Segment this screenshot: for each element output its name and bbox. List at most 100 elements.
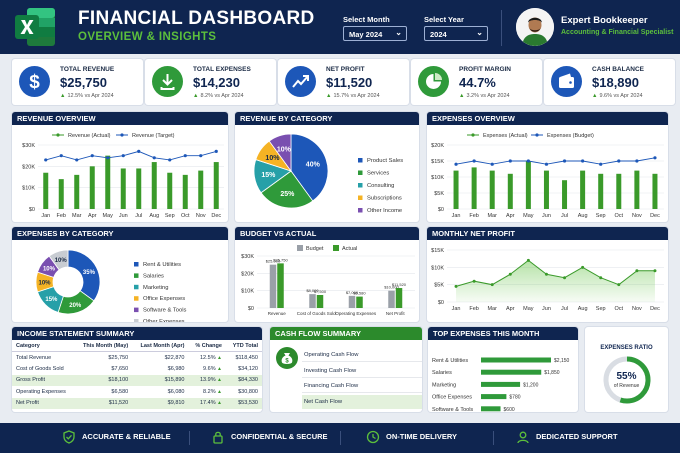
revenue-by-category-title: REVENUE BY CATEGORY [235, 112, 419, 125]
legend-label: Subscriptions [367, 196, 402, 202]
kpi-label: NET PROFIT [326, 66, 365, 73]
table-cell: $118,450 [226, 352, 262, 364]
bar [348, 295, 356, 308]
x-tick-label: Dec [650, 306, 660, 312]
legend-label: Salaries [143, 273, 164, 279]
budget-vs-actual-title: BUDGET VS ACTUAL [235, 227, 419, 240]
bar [74, 174, 80, 209]
bar [481, 369, 542, 375]
arrow-up-icon: ▲ [592, 93, 598, 99]
bar [598, 173, 604, 209]
legend-actual-marker [56, 133, 60, 137]
profile-name: Expert Bookkeeper [561, 15, 648, 26]
cash-flow-label: Financing Cash Flow [304, 383, 359, 389]
legend-actual-marker [471, 133, 475, 137]
data-label: $1,200 [523, 382, 539, 388]
slice-label: 25% [280, 191, 295, 198]
legend-swatch [358, 183, 363, 188]
target-point [653, 156, 657, 160]
x-tick-label: Jan [452, 213, 461, 219]
bar-label: Salaries [432, 370, 452, 376]
cash-flow-label: Investing Cash Flow [304, 367, 357, 374]
kpi-value: $14,230 [193, 75, 240, 90]
data-label: $2,150 [554, 358, 570, 364]
profit-point [563, 276, 567, 280]
x-tick-label: Aug [149, 213, 159, 219]
target-point [617, 159, 621, 163]
avatar[interactable] [516, 8, 554, 46]
target-point [599, 162, 603, 166]
y-tick-label: $20K [431, 143, 444, 149]
bar [120, 168, 126, 209]
x-tick-label: Nov [632, 306, 642, 312]
legend-swatch [358, 195, 363, 200]
y-tick-label: $5K [434, 191, 444, 197]
table-cell: Cost of Goods Sold [12, 363, 75, 375]
cell-value: $11,520 [108, 400, 129, 407]
arrow-up-icon: ▲ [60, 93, 66, 99]
table-header: YTD Total [225, 340, 262, 352]
month-select[interactable]: May 2024 ⌄ [343, 26, 407, 41]
target-point [106, 156, 110, 160]
cash-flow-label: Operating Cash Flow [304, 352, 359, 358]
legend-label: Other Expenses [143, 319, 185, 322]
x-tick-label: Jun [119, 213, 128, 219]
revenue-overview-chart: Revenue (Actual) Revenue (Target) $30K $20K… [22, 133, 224, 219]
income-statement-title: INCOME STATEMENT SUMMARY [12, 327, 262, 340]
target-point [544, 162, 549, 166]
table-cell: $9,810 [132, 397, 189, 409]
legend-actual: Actual [342, 246, 357, 252]
kpi-card: CASH BALANCE $18,890 ▲ 9.6% vs Apr 2024 [544, 59, 675, 105]
bar [316, 295, 324, 308]
cash-flow-row: Financing Cash Flow-$1,840 [302, 379, 422, 393]
arrow-up-icon: ▲ [459, 93, 465, 99]
lock-icon [213, 431, 223, 444]
arrow-up-icon: ▲ [215, 377, 222, 384]
y-tick-label: $10K [22, 186, 35, 192]
bar [269, 264, 277, 308]
profit-point [581, 265, 585, 269]
income-statement-panel: INCOME STATEMENT SUMMARY Category This Mo… [12, 327, 262, 412]
cash-flow-row: Operating Cash Flow$12,450 [302, 348, 422, 362]
pie-slice [48, 249, 69, 271]
change-value: 8.2% [203, 388, 216, 395]
kpi-change-text: 3.2% vs Apr 2024 [466, 93, 510, 99]
kpi-value: $11,520 [326, 75, 373, 90]
bar [616, 173, 622, 209]
x-tick-label: Jun [542, 213, 551, 219]
x-tick-label: Mar [487, 213, 497, 219]
table-cell: $22,870 [132, 352, 188, 364]
bar [213, 162, 219, 209]
y-tick-label: $10K [431, 265, 444, 271]
expenses-ratio-caption: of Revenue [613, 383, 640, 389]
legend-target-marker [120, 133, 124, 137]
kpi-card: $ TOTAL REVENUE $25,750 ▲ 12.5% vs Apr 2024 [12, 59, 143, 105]
target-point [183, 154, 187, 158]
table-cell: $25,750 [75, 352, 133, 364]
cash-flow-label: Net Cash Flow [304, 398, 343, 405]
profit-point [508, 272, 512, 276]
x-tick-label: Dec [211, 213, 221, 219]
target-point [581, 159, 585, 163]
expenses-ratio-value: 55% [616, 371, 637, 382]
bar [277, 263, 284, 308]
kpi-card: TOTAL EXPENSES $14,230 ▲ 8.2% vs Apr 2024 [145, 59, 276, 105]
footer: ACCURATE & RELIABLE CONFIDENTIAL & SECUR… [0, 423, 680, 453]
revenue-by-category-panel: REVENUE BY CATEGORY 40% 25% 15% 10% 10% Produ… [235, 112, 419, 222]
expenses-ratio-panel: EXPENSES RATIO 55% of Revenue [585, 327, 668, 412]
legend-swatch [134, 273, 139, 278]
bar-label: Rent & Utilities [432, 358, 468, 364]
bar [182, 174, 188, 209]
table-cell: $84,330 [225, 374, 262, 386]
cell-value: Cost of Goods Sold [16, 365, 64, 372]
table-cell: 8.2% ▲ [189, 386, 226, 398]
pie-chart-icon [418, 66, 449, 97]
year-select[interactable]: 2024 ⌄ [424, 26, 488, 41]
table-cell: $34,120 [226, 363, 262, 375]
table-cell: Gross Profit [12, 374, 75, 386]
target-point [562, 159, 567, 163]
table-header: This Month (May) [74, 340, 133, 352]
x-tick-label: Operating Expenses [335, 311, 377, 316]
x-tick-label: Oct [615, 306, 624, 312]
x-tick-label: Sep [165, 213, 175, 219]
